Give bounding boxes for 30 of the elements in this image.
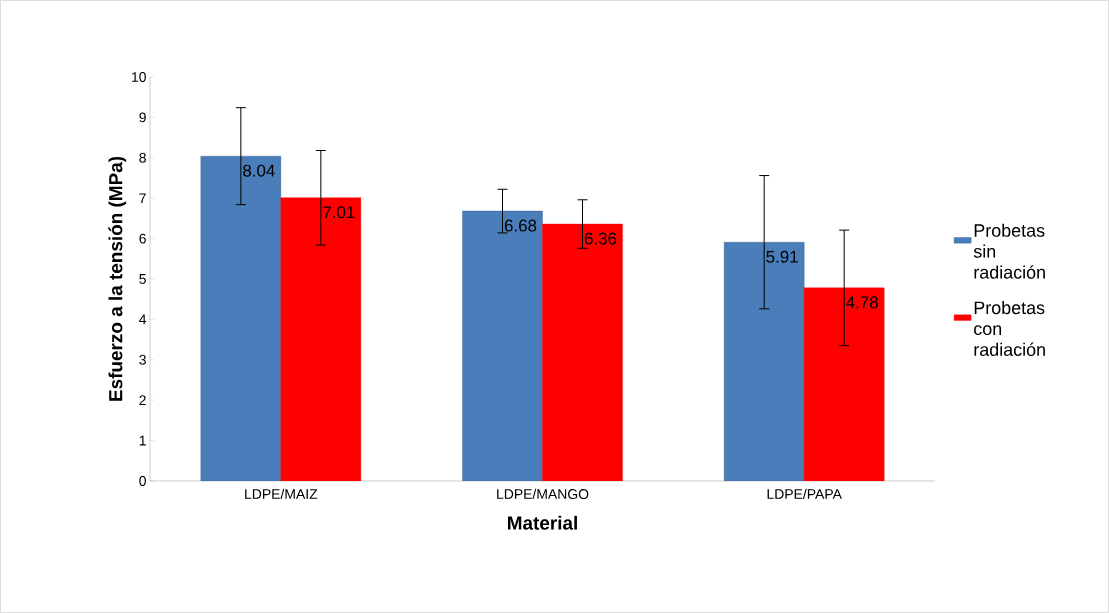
y-tick-label: 6 [139,233,146,244]
data-label: 8.04 [243,164,275,177]
y-tick-label: 10 [132,72,146,82]
y-tick-label: 3 [139,354,146,365]
y-tick-label: 8 [139,152,146,163]
bar [803,287,885,481]
y-tick-label: 9 [139,112,146,123]
y-tick-label: 5 [139,274,146,284]
legend-label: Probetas con radiación [974,300,1045,356]
legend-label: Probetas sin radiación [973,223,1045,279]
x-tick-label: LDPE/MANGO [497,488,589,499]
y-tick-label: 2 [139,395,146,406]
bar [723,242,805,481]
bar [462,210,543,481]
y-tick-label: 4 [139,314,147,325]
y-tick-label: 1 [139,435,146,446]
data-label: 5.91 [766,250,798,263]
y-axis-title: Esfuerzo a la tensión (MPa) [108,156,127,401]
bar [280,197,362,481]
x-tick-label: LDPE/PAPA [767,488,842,499]
x-tick-label: LDPE/MAIZ [245,488,318,499]
data-label: 4.78 [846,296,878,309]
x-axis-title: Material [508,515,577,530]
data-label: 6.36 [584,232,617,245]
data-label: 7.01 [323,206,355,219]
y-tick-label: 7 [139,193,146,203]
y-tick-label: 0 [139,476,146,486]
bar [542,223,623,481]
bar [200,155,282,481]
data-label: 6.68 [504,219,537,232]
